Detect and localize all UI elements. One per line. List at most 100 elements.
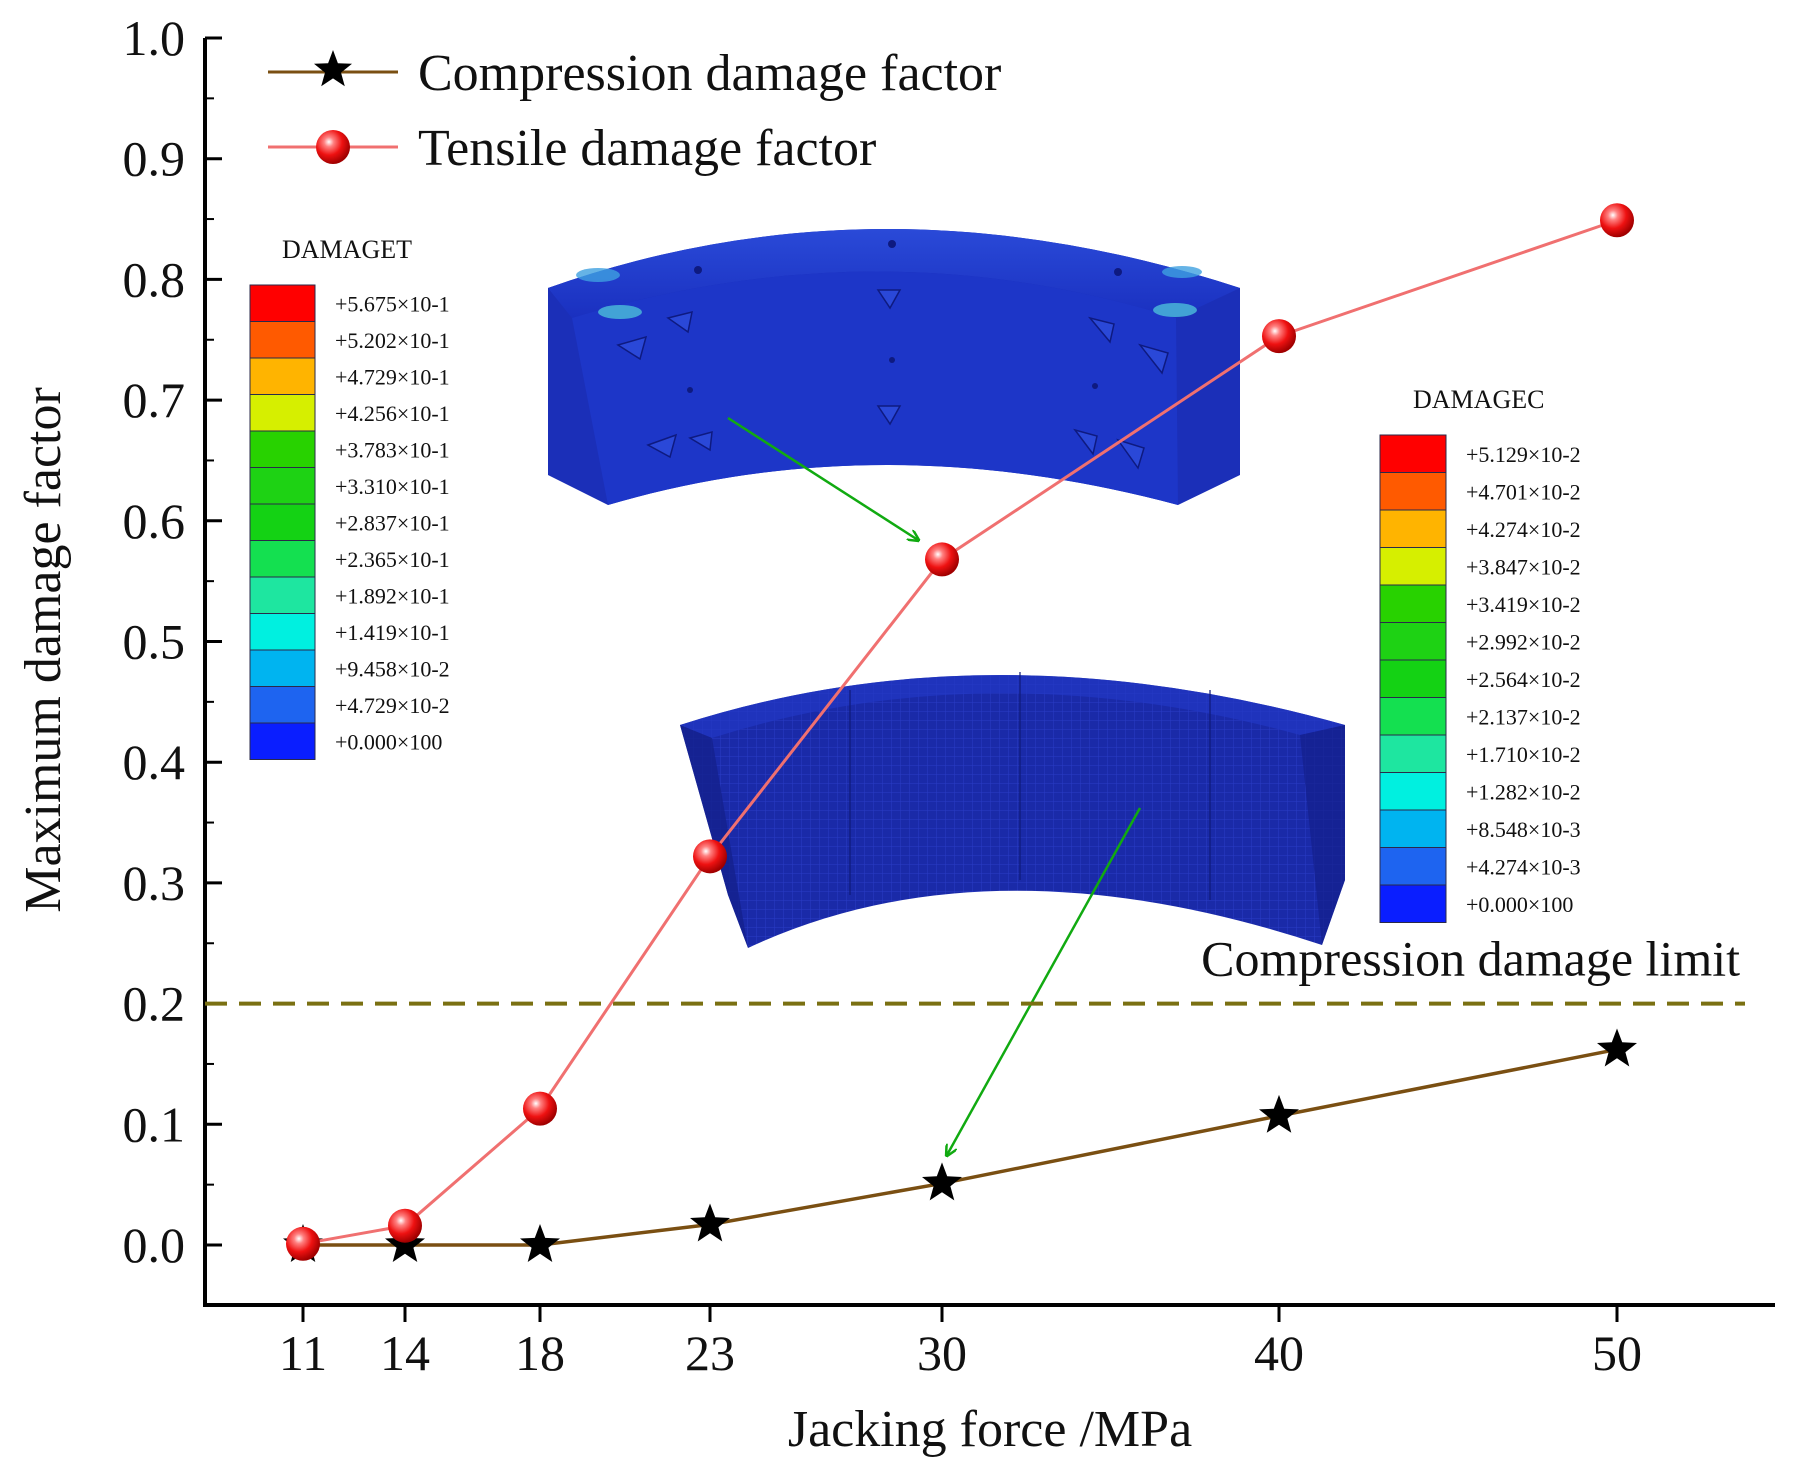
y-axis-title: Maximum damage factor	[15, 387, 72, 913]
colorbar-label: +1.282×10-2	[1466, 779, 1581, 804]
colorbar-label: +4.701×10-2	[1466, 479, 1581, 504]
colorbar-swatch	[1379, 509, 1447, 548]
colorbar-swatch	[1379, 697, 1447, 736]
data-point-sphere	[388, 1208, 422, 1243]
colorbar-swatch	[1379, 472, 1447, 511]
colorbar-label: +2.365×10-1	[335, 547, 450, 572]
y-tick-label: 1.0	[123, 10, 186, 66]
colorbar-swatch	[1379, 772, 1447, 811]
y-tick-label: 0.8	[123, 251, 186, 307]
colorbar-label: +3.419×10-2	[1466, 592, 1581, 617]
colorbar-swatch	[1379, 809, 1447, 848]
series-layer	[283, 203, 1637, 1262]
x-tick-label: 11	[279, 1325, 327, 1381]
y-tick-label: 0.3	[123, 855, 186, 911]
x-tick-label: 30	[917, 1325, 967, 1381]
compression-damage-limit: Compression damage limit	[205, 931, 1745, 1006]
series-line	[303, 1047, 1618, 1247]
colorbar-label: +4.729×10-1	[335, 364, 450, 389]
colorbar-swatch	[1379, 584, 1447, 623]
legend-marker-star	[314, 50, 352, 87]
colorbar-swatch	[249, 467, 316, 505]
colorbar-label: +4.256×10-1	[335, 401, 450, 426]
colorbar-swatch	[249, 503, 316, 541]
colorbar-label: +5.675×10-1	[335, 291, 450, 316]
y-tick-label: 0.7	[123, 372, 186, 428]
x-axis-title: Jacking force /MPa	[788, 1401, 1192, 1458]
y-tick-label: 0.0	[123, 1217, 186, 1273]
colorbar-swatch	[249, 649, 316, 687]
data-point-sphere	[693, 839, 727, 874]
data-point-sphere	[925, 542, 959, 577]
tensile-colorbar: DAMAGET +5.675×10-1 +5.202×10-1 +4.729×10-…	[249, 235, 450, 760]
compression-colorbar-title: DAMAGEC	[1413, 385, 1544, 414]
data-point-star	[922, 1162, 962, 1201]
data-point-star	[1259, 1094, 1299, 1133]
colorbar-swatch	[249, 394, 316, 432]
y-tick-label: 0.5	[123, 614, 186, 670]
colorbar-label: +8.548×10-3	[1466, 817, 1581, 842]
colorbar-label: +3.310×10-1	[335, 474, 450, 499]
y-tick-label: 0.4	[123, 734, 186, 790]
colorbar-swatch	[1379, 622, 1447, 661]
colorbar-label: +9.458×10-2	[335, 656, 450, 681]
x-ticks: 11 14 18 23 30 40 50	[279, 1305, 1642, 1381]
colorbar-swatch	[1379, 547, 1447, 586]
colorbar-swatch	[249, 540, 316, 578]
x-tick-label: 18	[515, 1325, 565, 1381]
axes: 0.0 0.1 0.2 0.3 0.4 0.5 0.6 0.7 0.8 0.9 1.0 11 14 18…	[123, 10, 1775, 1381]
colorbar-swatch	[1379, 847, 1447, 886]
colorbar-label: +2.837×10-1	[335, 510, 450, 535]
legend-label-tensile: Tensile damage factor	[418, 120, 876, 177]
reference-line-label: Compression damage limit	[1201, 931, 1740, 987]
compression-arrow	[947, 807, 1142, 1155]
colorbar-label: +0.000×100	[1466, 892, 1573, 917]
data-point-star	[1597, 1028, 1637, 1067]
x-tick-label: 23	[685, 1325, 735, 1381]
colorbar-label: +1.419×10-1	[335, 620, 450, 645]
colorbar-swatch	[249, 686, 316, 724]
colorbar-swatch	[249, 284, 316, 322]
legend-marker-sphere	[316, 130, 350, 164]
colorbar-label: +4.274×10-3	[1466, 854, 1581, 879]
colorbar-swatch	[249, 430, 316, 468]
colorbar-swatch	[249, 357, 316, 395]
y-tick-label: 0.1	[123, 1096, 186, 1152]
data-point-sphere	[1600, 203, 1634, 238]
data-point-star	[690, 1203, 730, 1242]
y-tick-label: 0.2	[123, 976, 186, 1032]
legend-item-compression: Compression damage factor	[268, 45, 1001, 102]
y-tick-label: 0.6	[123, 493, 186, 549]
legend: Compression damage factor Tensile damage…	[268, 45, 1001, 177]
data-point-sphere	[523, 1091, 557, 1126]
tensile-arrow	[727, 416, 918, 540]
tensile-colorbar-title: DAMAGET	[282, 235, 412, 264]
legend-item-tensile: Tensile damage factor	[268, 120, 876, 177]
colorbar-label: +2.564×10-2	[1466, 667, 1581, 692]
compression-segment-inset	[680, 672, 1345, 948]
colorbar-swatch	[1379, 884, 1447, 923]
x-tick-label: 50	[1592, 1325, 1642, 1381]
data-point-sphere	[1262, 319, 1296, 354]
colorbar-label: +2.137×10-2	[1466, 704, 1581, 729]
compression-colorbar: DAMAGEC +5.129×10-2 +4.701×10-2 +4.274×10-…	[1379, 385, 1581, 923]
colorbar-swatch	[249, 722, 316, 760]
colorbar-label: +5.202×10-1	[335, 328, 450, 353]
colorbar-swatch	[1379, 434, 1447, 473]
colorbar-swatch	[1379, 734, 1447, 773]
inset-arrows	[727, 416, 1142, 1155]
colorbar-label: +1.710×10-2	[1466, 742, 1581, 767]
colorbar-swatch	[249, 613, 316, 651]
y-ticks: 0.0 0.1 0.2 0.3 0.4 0.5 0.6 0.7 0.8 0.9 1.0	[123, 10, 222, 1273]
colorbar-swatch	[1379, 659, 1447, 698]
data-point-sphere	[286, 1226, 320, 1261]
legend-label-compression: Compression damage factor	[418, 45, 1001, 102]
colorbar-label: +3.783×10-1	[335, 437, 450, 462]
colorbar-label: +0.000×100	[335, 729, 442, 754]
colorbar-label: +2.992×10-2	[1466, 629, 1581, 654]
x-tick-label: 40	[1254, 1325, 1304, 1381]
colorbar-label: +5.129×10-2	[1466, 442, 1581, 467]
colorbar-label: +3.847×10-2	[1466, 554, 1581, 579]
colorbar-label: +4.729×10-2	[335, 693, 450, 718]
